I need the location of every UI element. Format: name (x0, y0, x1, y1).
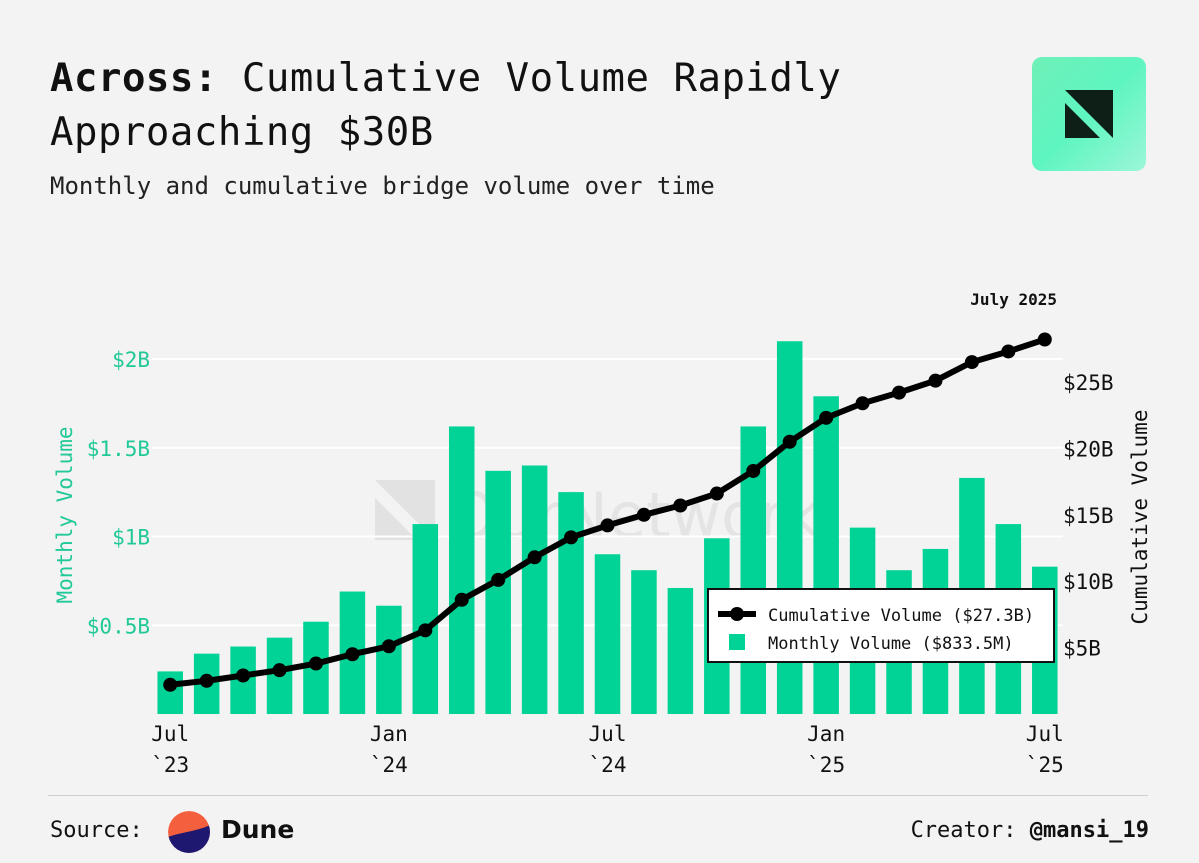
x-tick-label: Jan (370, 722, 408, 746)
line-point (564, 530, 579, 545)
line-point (199, 673, 214, 688)
x-tick-label: `25 (1026, 753, 1064, 777)
x-tick-label: `25 (807, 753, 845, 777)
line-point (236, 668, 251, 683)
x-tick-label: Jan (807, 722, 845, 746)
x-tick-label: `24 (370, 753, 408, 777)
right-tick-label: $5B (1063, 637, 1101, 661)
line-point (1037, 332, 1052, 347)
line-point (819, 410, 834, 425)
dune-logo-icon (168, 811, 210, 853)
left-tick-label: $2B (112, 348, 150, 372)
line-point (345, 647, 360, 662)
creator-credit: Creator: @mansi_19 (911, 818, 1149, 843)
x-tick-label: `23 (151, 753, 189, 777)
bar (631, 570, 657, 714)
right-tick-label: $20B (1063, 437, 1114, 461)
left-tick-label: $0.5B (87, 614, 150, 638)
title-rest: Cumulative Volume Rapidly Approaching $3… (50, 56, 842, 155)
line-point (163, 677, 178, 692)
bar (376, 605, 402, 714)
bar (813, 396, 839, 714)
creator-label: Creator: (910, 818, 1017, 843)
line-point (928, 373, 943, 388)
line-point (855, 396, 870, 411)
right-tick-label: $10B (1063, 570, 1114, 594)
creator-handle: @mansi_19 (1029, 818, 1149, 843)
legend: Cumulative Volume ($27.3B) Monthly Volum… (707, 588, 1055, 663)
x-tick-label: Jul (1026, 722, 1064, 746)
line-point (709, 486, 724, 501)
line-point (1001, 344, 1016, 359)
source-name: Dune (221, 815, 295, 844)
right-tick-label: $25B (1063, 371, 1114, 395)
line-point (964, 355, 979, 370)
legend-item-cumulative: Cumulative Volume ($27.3B) (768, 606, 1034, 626)
bar (521, 465, 548, 714)
left-tick-label: $1.5B (87, 437, 150, 461)
line-point (600, 518, 615, 533)
bar (667, 587, 694, 714)
source-label: Source: (50, 818, 143, 843)
bar (558, 492, 584, 714)
annotation-label: July 2025 (970, 290, 1057, 309)
bar (412, 524, 439, 714)
legend-item-monthly: Monthly Volume ($833.5M) (768, 634, 1014, 654)
legend-bar-marker (729, 634, 745, 650)
line-point (491, 572, 506, 587)
line-point (892, 385, 907, 400)
line-point (272, 663, 287, 678)
line-point (381, 639, 396, 654)
footer-divider (48, 795, 1148, 796)
line-point (308, 656, 323, 671)
line-point (527, 550, 542, 565)
line-point (454, 592, 469, 607)
legend-line-dot (730, 607, 744, 621)
line-point (636, 507, 651, 522)
left-axis-label: Monthly Volume (53, 426, 77, 603)
x-tick-label: Jul (151, 722, 189, 746)
line-point (418, 623, 433, 638)
chart-area: OurNetwork $0.5B$1B$1.5B$2B $5B$10B$15B$… (53, 290, 1152, 777)
line-point (782, 434, 797, 449)
line-point (673, 498, 688, 513)
title-brand: Across: (50, 56, 218, 101)
bar (448, 426, 475, 714)
right-tick-label: $15B (1063, 504, 1114, 528)
line-point (746, 463, 761, 478)
x-tick-label: `24 (589, 753, 627, 777)
chart-title: Across: Cumulative Volume Rapidly Approa… (50, 52, 990, 160)
right-axis-label: Cumulative Volume (1128, 410, 1152, 625)
bar (594, 554, 621, 714)
bar (485, 470, 511, 714)
x-tick-label: Jul (589, 722, 627, 746)
ournetwork-logo-icon (1032, 57, 1146, 171)
left-tick-label: $1B (112, 526, 150, 550)
chart-subtitle: Monthly and cumulative bridge volume ove… (50, 172, 715, 200)
